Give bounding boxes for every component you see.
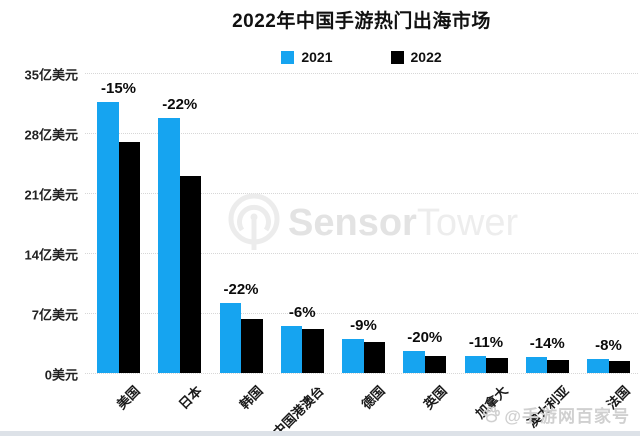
gridline: [85, 373, 638, 374]
bar-2022-法国: [608, 361, 630, 373]
bar-2021-法国: [587, 359, 609, 373]
chart-title: 2022年中国手游热门出海市场: [232, 11, 491, 32]
change-label-美国: -15%: [100, 80, 137, 98]
gridline: [85, 133, 638, 134]
gridline: [85, 193, 638, 194]
legend-item-2021: 2021: [281, 49, 333, 65]
bar-2021-中国港澳台: [280, 325, 303, 373]
y-axis-tick-label: 28亿美元: [24, 127, 78, 143]
change-label-日本: -22%: [162, 95, 198, 113]
change-label-中国港澳台: -6%: [288, 303, 316, 321]
x-axis-tick-label: 德国: [359, 383, 389, 413]
y-axis-tick-label: 35亿美元: [24, 67, 78, 83]
y-axis-tick-label: 7亿美元: [31, 307, 78, 323]
gridline: [85, 73, 638, 74]
bar-2021-韩国: [219, 302, 241, 373]
bar-2022-澳大利亚: [547, 360, 569, 373]
bar-2022-加拿大: [486, 358, 508, 373]
legend-label: 2022: [410, 49, 442, 65]
x-axis-tick-label: 日本: [175, 383, 205, 413]
bar-2022-美国: [118, 142, 140, 373]
bar-2021-美国: [97, 102, 119, 373]
y-axis-tick-label: 0美元: [44, 367, 78, 383]
x-axis-tick-label: 美国: [114, 383, 144, 413]
y-axis-tick-label: 21亿美元: [24, 187, 78, 203]
change-label-韩国: -22%: [223, 280, 259, 298]
gridline: [85, 253, 638, 254]
bar-2022-韩国: [241, 319, 263, 373]
change-label-加拿大: -11%: [468, 333, 504, 351]
legend-label: 2021: [301, 49, 333, 65]
change-label-德国: -9%: [350, 316, 377, 334]
x-axis-tick-label: 英国: [420, 383, 450, 413]
x-axis-tick-label: 韩国: [236, 383, 266, 413]
bar-2021-日本: [158, 117, 180, 373]
x-axis-tick-label: 法国: [604, 383, 634, 413]
x-axis-tick-label: 加拿大: [472, 383, 511, 422]
change-label-澳大利亚: -14%: [529, 334, 565, 352]
bar-2022-英国: [424, 355, 447, 373]
bar-2021-加拿大: [464, 355, 486, 373]
x-axis-tick-label: 澳大利亚: [524, 383, 572, 431]
bar-2021-澳大利亚: [525, 356, 548, 373]
change-label-英国: -20%: [407, 328, 443, 346]
bar-2022-中国港澳台: [302, 329, 324, 373]
legend-swatch-2021: [281, 50, 295, 64]
bar-2021-英国: [403, 350, 425, 373]
bar-2022-日本: [179, 175, 202, 373]
change-label-法国: -8%: [595, 337, 622, 355]
bar-2022-德国: [363, 342, 385, 373]
x-axis-tick-label: 中国港澳台: [270, 383, 327, 436]
legend-item-2022: 2022: [390, 49, 442, 65]
y-axis-tick-label: 14亿美元: [24, 247, 78, 263]
bottom-edge: [0, 431, 640, 436]
legend: 2021 2022: [85, 48, 638, 66]
gridline: [85, 313, 638, 314]
legend-swatch-2022: [390, 50, 404, 64]
bar-2021-德国: [342, 338, 364, 373]
